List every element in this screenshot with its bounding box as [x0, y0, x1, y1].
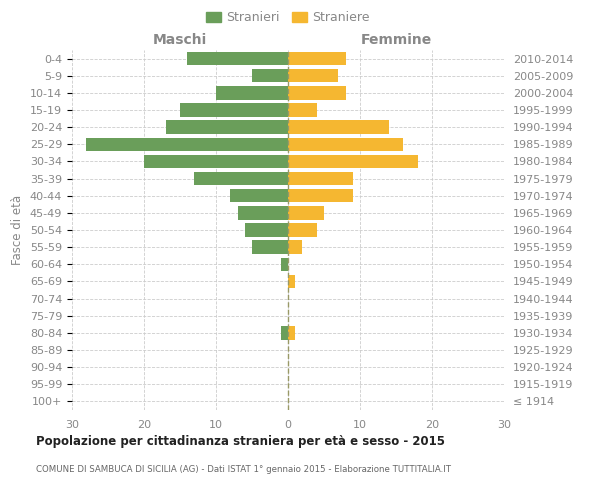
Bar [230, 189, 288, 202]
Bar [288, 189, 353, 202]
Legend: Stranieri, Straniere: Stranieri, Straniere [206, 11, 370, 24]
Bar [288, 240, 302, 254]
Bar [281, 258, 288, 271]
Bar [86, 138, 288, 151]
Bar [252, 69, 288, 82]
Bar [144, 154, 288, 168]
Bar [288, 172, 353, 186]
Bar [288, 69, 338, 82]
Bar [288, 206, 324, 220]
Text: Maschi: Maschi [153, 32, 207, 46]
Bar [216, 86, 288, 100]
Bar [288, 224, 317, 236]
Bar [288, 120, 389, 134]
Y-axis label: Fasce di età: Fasce di età [11, 195, 25, 265]
Bar [288, 154, 418, 168]
Bar [281, 326, 288, 340]
Bar [245, 224, 288, 236]
Bar [194, 172, 288, 186]
Bar [288, 52, 346, 66]
Bar [252, 240, 288, 254]
Bar [238, 206, 288, 220]
Text: Popolazione per cittadinanza straniera per età e sesso - 2015: Popolazione per cittadinanza straniera p… [36, 435, 445, 448]
Bar [180, 104, 288, 117]
Bar [187, 52, 288, 66]
Text: Femmine: Femmine [361, 32, 431, 46]
Bar [288, 326, 295, 340]
Text: COMUNE DI SAMBUCA DI SICILIA (AG) - Dati ISTAT 1° gennaio 2015 - Elaborazione TU: COMUNE DI SAMBUCA DI SICILIA (AG) - Dati… [36, 465, 451, 474]
Bar [288, 104, 317, 117]
Bar [288, 138, 403, 151]
Bar [288, 274, 295, 288]
Bar [288, 86, 346, 100]
Bar [166, 120, 288, 134]
